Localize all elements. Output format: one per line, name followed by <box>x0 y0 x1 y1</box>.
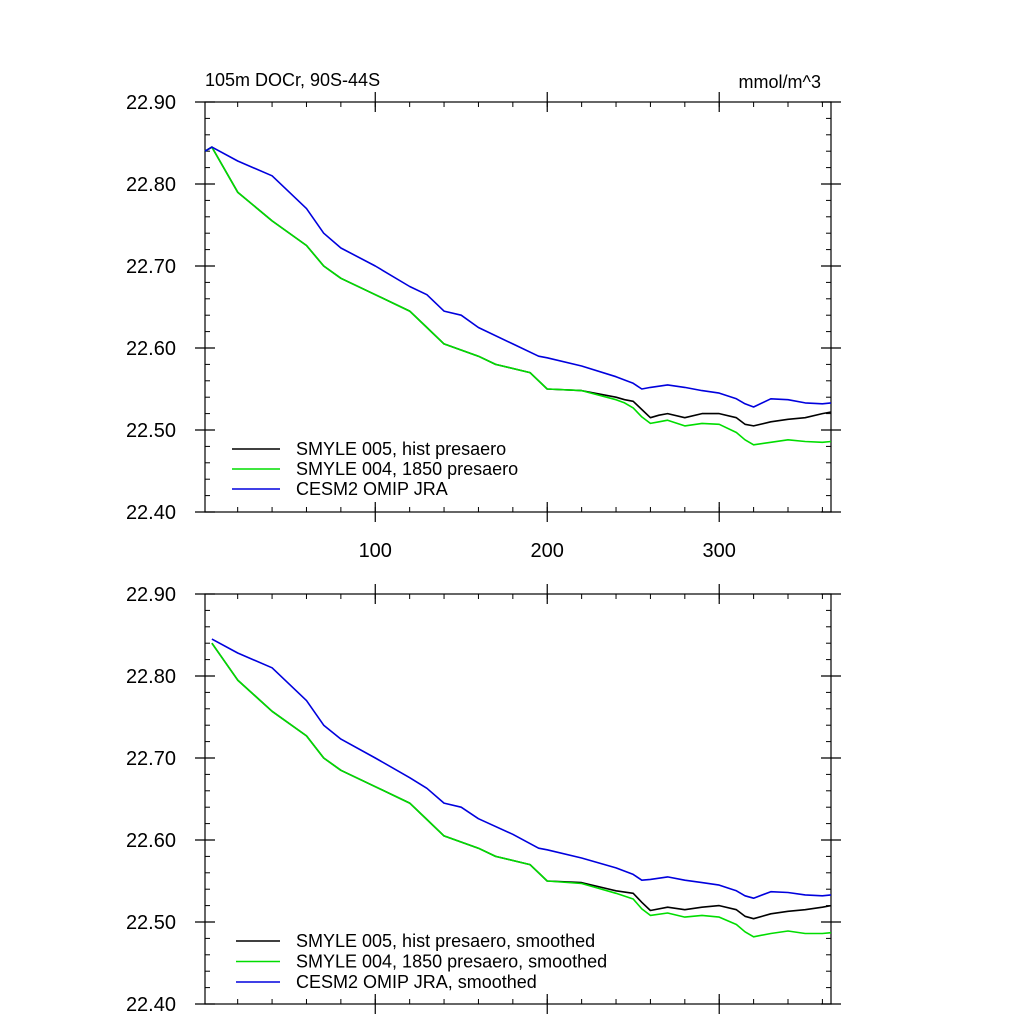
legend-label: SMYLE 005, hist presaero, smoothed <box>296 931 595 951</box>
legend-label: SMYLE 004, 1850 presaero, smoothed <box>296 952 607 972</box>
chart-units: mmol/m^3 <box>739 72 821 92</box>
legend: SMYLE 005, hist presaero, smoothedSMYLE … <box>236 931 607 992</box>
y-tick-label: 22.60 <box>126 338 176 360</box>
y-tick-label: 22.70 <box>126 256 176 278</box>
x-tick-label: 200 <box>531 540 564 562</box>
chart-panel-2: 22.40 22.50 22.60 22.70 22.80 22.90 SMYLE 005,… <box>126 584 841 1016</box>
x-tick-label: 100 <box>359 540 392 562</box>
series-line-2 <box>211 642 832 938</box>
series-line-3 <box>204 146 832 408</box>
y-tick-label: 22.90 <box>126 92 176 114</box>
y-tick-label: 22.40 <box>126 502 176 524</box>
y-tick-label: 22.60 <box>126 830 176 852</box>
y-tick-label: 22.80 <box>126 174 176 196</box>
plot-frame <box>204 101 832 513</box>
legend-label: SMYLE 005, hist presaero <box>296 439 506 459</box>
series-line-3 <box>211 638 832 900</box>
chart-title: 105m DOCr, 90S-44S <box>205 70 380 90</box>
plot-frame <box>204 593 832 1005</box>
y-tick-label: 22.50 <box>126 912 176 934</box>
series-line-2 <box>204 146 832 446</box>
legend-label: CESM2 OMIP JRA <box>296 479 448 499</box>
legend-label: CESM2 OMIP JRA, smoothed <box>296 972 537 992</box>
y-tick-label: 22.70 <box>126 748 176 770</box>
x-tick-label: 300 <box>703 540 736 562</box>
chart-panel-1: 22.40 22.50 22.60 22.70 22.80 22.90 100 200 300 1… <box>126 70 841 562</box>
y-tick-label: 22.50 <box>126 420 176 442</box>
legend-label: SMYLE 004, 1850 presaero <box>296 459 518 479</box>
series-line-1 <box>211 642 832 920</box>
y-tick-label: 22.40 <box>126 994 176 1016</box>
y-tick-label: 22.80 <box>126 666 176 688</box>
y-tick-label: 22.90 <box>126 584 176 606</box>
series-line-1 <box>204 146 832 427</box>
